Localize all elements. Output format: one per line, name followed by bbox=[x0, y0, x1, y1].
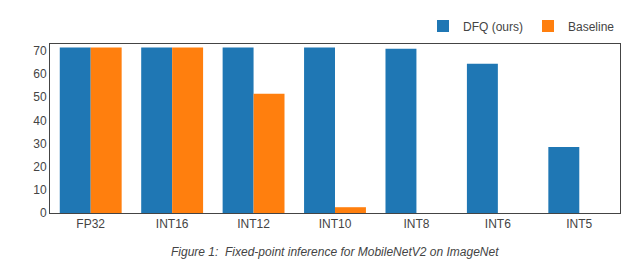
svg-text:INT6: INT6 bbox=[485, 217, 511, 231]
svg-text:50: 50 bbox=[33, 90, 47, 104]
svg-text:20: 20 bbox=[33, 160, 47, 174]
svg-text:Figure 1: Fixed-point inferen: Figure 1: Fixed-point inference for Mobi… bbox=[171, 245, 499, 259]
svg-text:INT12: INT12 bbox=[237, 217, 270, 231]
svg-text:60: 60 bbox=[33, 67, 47, 81]
svg-text:0: 0 bbox=[40, 206, 47, 220]
svg-text:30: 30 bbox=[33, 137, 47, 151]
svg-text:INT5: INT5 bbox=[566, 217, 592, 231]
svg-text:FP32: FP32 bbox=[76, 217, 105, 231]
svg-text:40: 40 bbox=[33, 114, 47, 128]
svg-text:INT10: INT10 bbox=[319, 217, 352, 231]
svg-text:INT16: INT16 bbox=[156, 217, 189, 231]
svg-text:10: 10 bbox=[33, 183, 47, 197]
svg-text:INT8: INT8 bbox=[403, 217, 429, 231]
svg-text:Baseline: Baseline bbox=[568, 20, 614, 34]
svg-text:DFQ (ours): DFQ (ours) bbox=[463, 20, 523, 34]
svg-text:70: 70 bbox=[33, 44, 47, 58]
